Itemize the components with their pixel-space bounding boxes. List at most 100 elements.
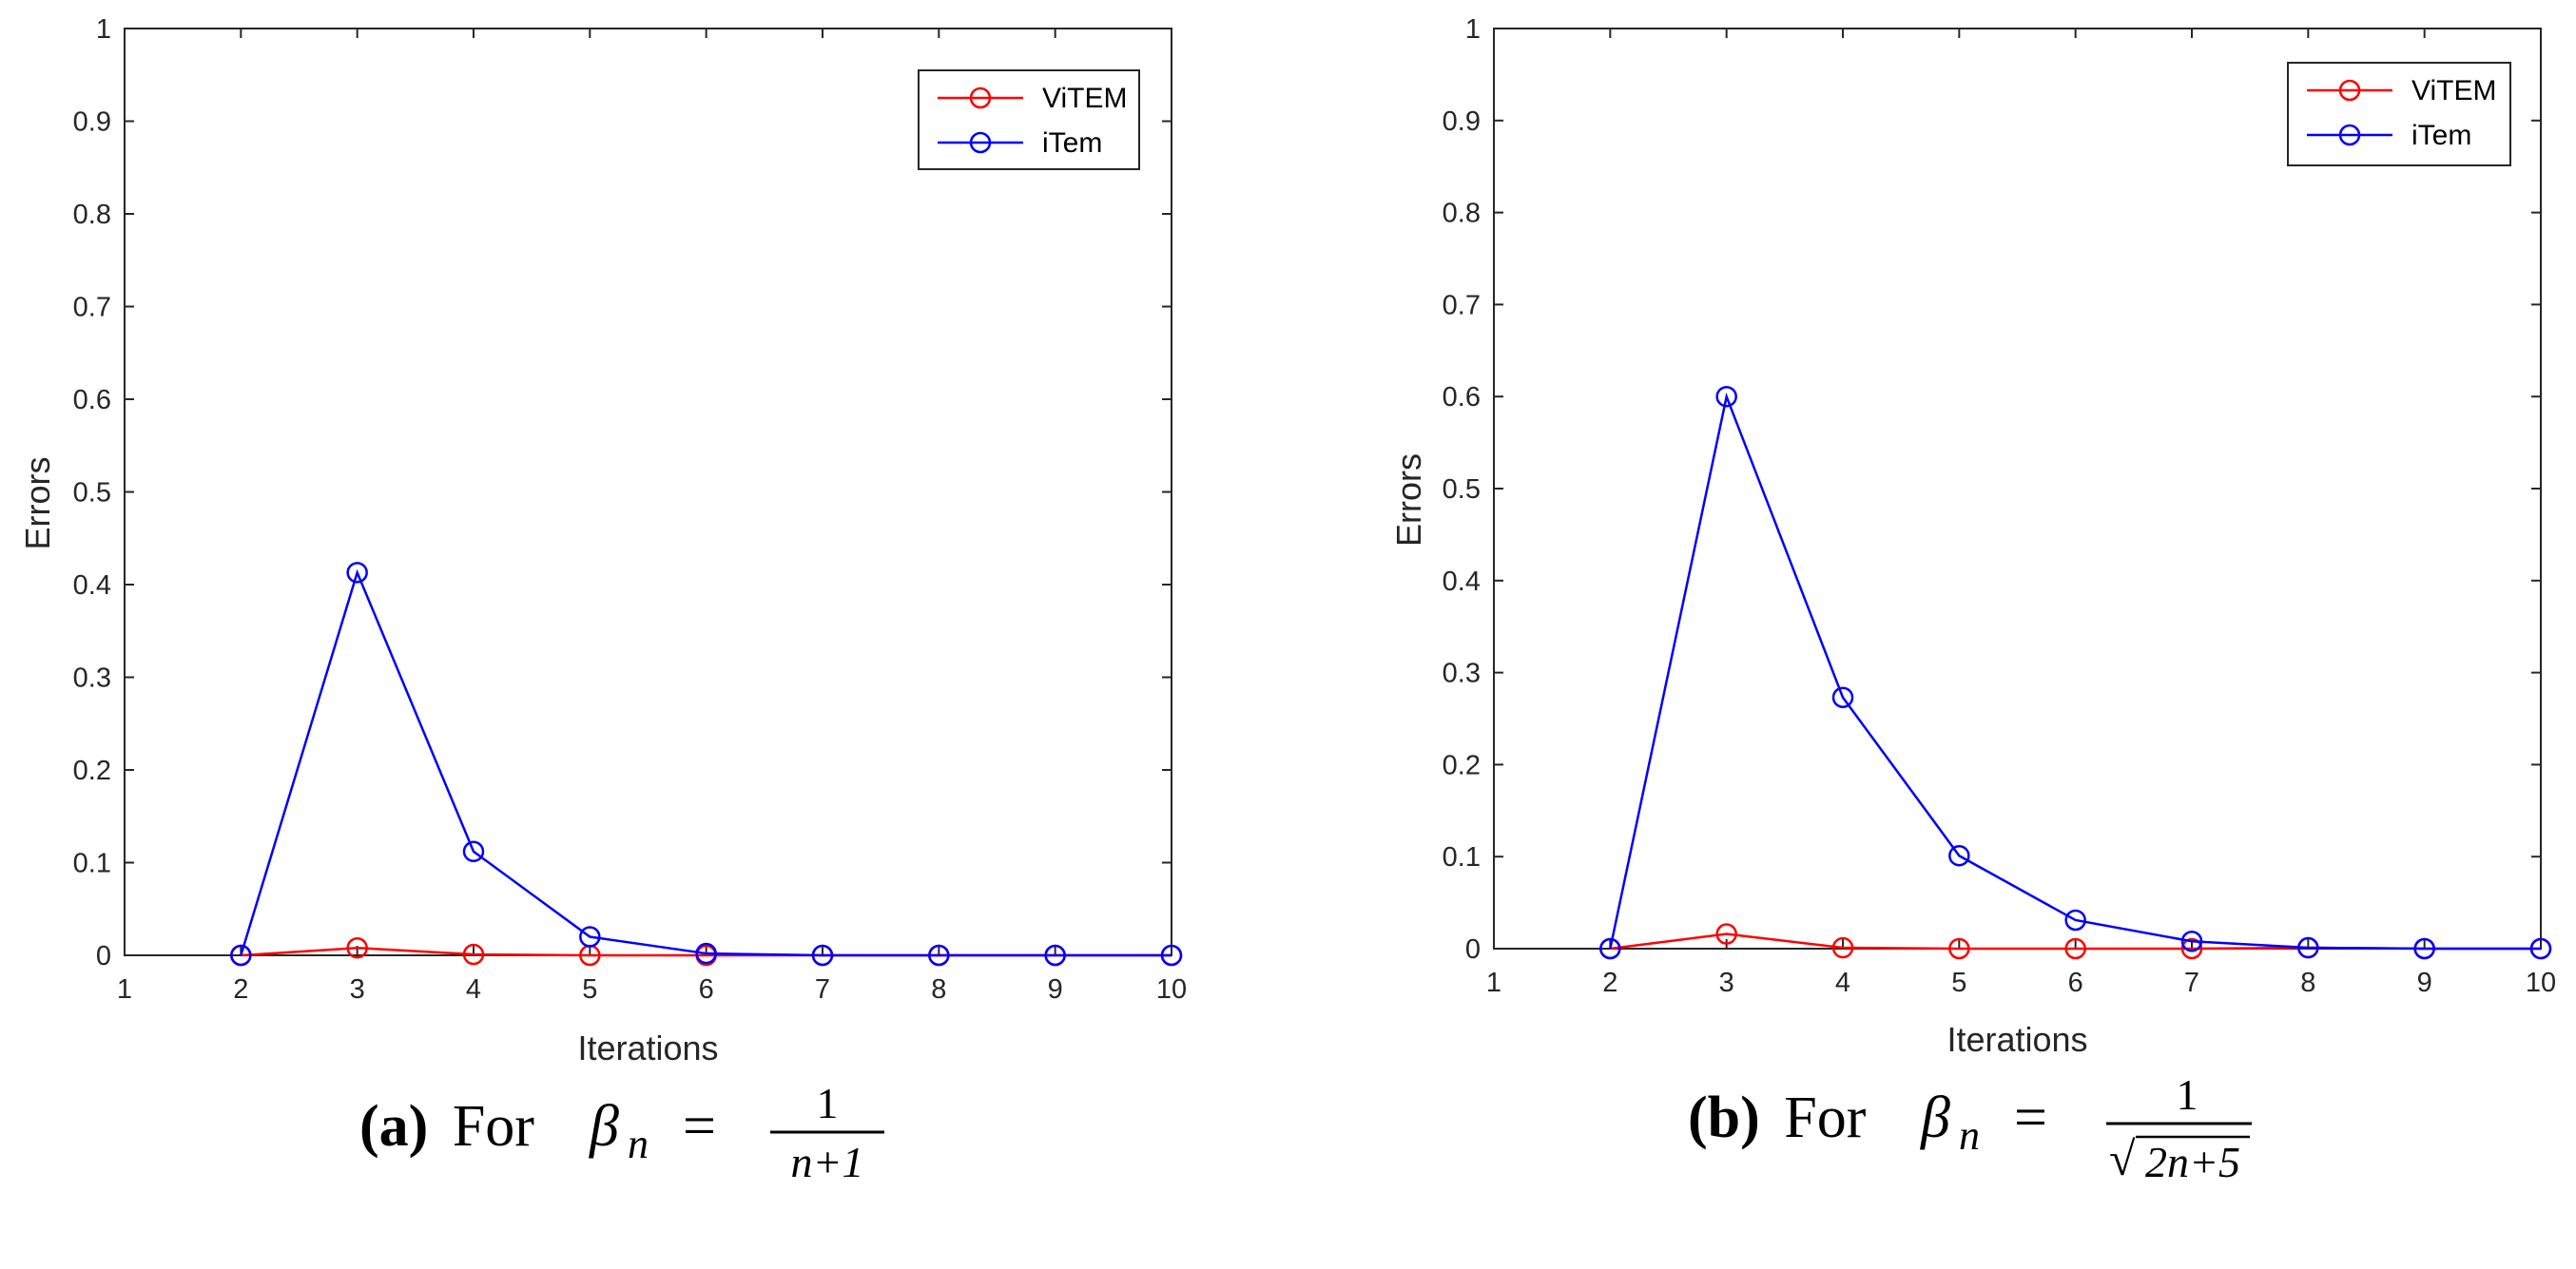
caption-a-subscript: n <box>628 1121 649 1167</box>
legend-label-iTem: iTem <box>2411 120 2471 151</box>
caption-b: (b) For β n = 1 √ 2n+5 <box>1688 1070 2252 1186</box>
x-tick-label: 8 <box>931 974 946 1005</box>
y-tick-label: 0.2 <box>73 756 111 786</box>
series-line-iTem <box>1609 392 2541 951</box>
x-axis-label: Iterations <box>577 1029 718 1067</box>
caption-a-label: (a) For <box>359 1094 534 1159</box>
x-tick-label: 3 <box>350 974 365 1005</box>
caption-a-equals: = <box>683 1094 716 1159</box>
legend-marker-iTem <box>969 131 992 154</box>
x-tick-label: 2 <box>1602 968 1617 998</box>
y-tick-label: 0.8 <box>1443 199 1481 229</box>
x-tick-label: 5 <box>1951 968 1966 998</box>
x-tick-label: 5 <box>582 974 597 1005</box>
caption-b-root-sign: √ <box>2109 1132 2136 1185</box>
y-tick-label: 0 <box>96 941 111 971</box>
y-tick-label: 1 <box>1465 14 1481 45</box>
y-axis-label: Errors <box>18 457 57 550</box>
data-point-ViTEM <box>1948 937 1970 960</box>
caption-a-numerator: 1 <box>817 1079 839 1127</box>
x-tick-label: 8 <box>2300 968 2315 998</box>
data-point-iTem <box>2297 936 2319 959</box>
y-tick-label: 0.5 <box>1443 474 1481 505</box>
data-point-ViTEM <box>2064 937 2086 960</box>
y-tick-label: 0.8 <box>73 200 111 230</box>
x-tick-label: 9 <box>1048 974 1063 1005</box>
data-point-iTem <box>811 944 834 967</box>
caption-b-equals: = <box>2014 1086 2047 1150</box>
x-tick-label: 10 <box>2526 968 2556 998</box>
y-tick-label: 0.7 <box>1443 290 1481 320</box>
data-point-iTem <box>1715 385 1737 408</box>
data-point-iTem <box>1599 937 1621 960</box>
data-point-iTem <box>346 562 368 584</box>
y-tick-label: 0.7 <box>73 293 111 323</box>
y-tick-label: 0.1 <box>73 849 111 879</box>
x-tick-label: 4 <box>1835 968 1850 998</box>
caption-b-denominator: 2n+5 <box>2145 1138 2240 1186</box>
x-tick-label: 6 <box>2068 968 2083 998</box>
caption-b-symbol: β <box>1920 1086 1950 1150</box>
x-tick-label: 1 <box>117 974 132 1005</box>
y-tick-label: 1 <box>96 14 111 45</box>
x-tick-label: 7 <box>2184 968 2199 998</box>
chart-a: 0 0.1 0.2 0.3 0.4 0.5 0.6 0.7 0.8 0.9 1 1 2 3 4 5 6 7 8 9 10… <box>18 14 1187 1067</box>
y-axis-label: Errors <box>1389 453 1428 547</box>
caption-a-denominator: n+1 <box>790 1138 863 1186</box>
data-point-iTem <box>1948 844 1970 867</box>
y-tick-label: 0.4 <box>73 570 111 601</box>
legend-box <box>2287 62 2511 166</box>
data-point-iTem <box>1831 686 1854 708</box>
y-tick-label: 0.5 <box>73 478 111 509</box>
x-axis-label: Iterations <box>1947 1020 2087 1059</box>
legend-box <box>918 69 1140 170</box>
legend-marker-ViTEM <box>969 87 992 109</box>
data-point-iTem <box>928 944 950 967</box>
y-tick-label: 0.6 <box>73 385 111 415</box>
data-point-ViTEM <box>1831 936 1854 959</box>
data-point-iTem <box>462 840 485 863</box>
x-tick-label: 1 <box>1486 968 1501 998</box>
data-point-iTem <box>695 942 717 965</box>
data-point-ViTEM <box>346 936 368 959</box>
legend-label-iTem: iTem <box>1042 127 1102 159</box>
y-tick-label: 0.2 <box>1443 750 1481 780</box>
data-point-iTem <box>2064 909 2086 932</box>
legend-label-ViTEM: ViTEM <box>2411 75 2496 106</box>
x-tick-label: 6 <box>699 974 714 1005</box>
y-tick-label: 0.6 <box>1443 382 1481 413</box>
y-tick-label: 0.9 <box>1443 106 1481 137</box>
y-tick-label: 0.3 <box>1443 659 1481 689</box>
caption-a: (a) For β n = 1 n+1 <box>359 1079 884 1186</box>
y-tick-label: 0.9 <box>73 107 111 138</box>
data-point-iTem <box>579 926 601 948</box>
y-tick-label: 0 <box>1465 934 1481 965</box>
data-point-ViTEM <box>2180 937 2203 960</box>
x-tick-label: 9 <box>2417 968 2432 998</box>
data-point-iTem <box>230 944 252 967</box>
caption-b-label: (b) For <box>1688 1086 1867 1150</box>
legend-marker-iTem <box>2338 124 2361 146</box>
legend-marker-ViTEM <box>2338 79 2361 102</box>
data-point-iTem <box>2529 937 2552 960</box>
series-line-iTem <box>240 568 1172 957</box>
y-tick-label: 0.3 <box>73 663 111 694</box>
x-tick-label: 10 <box>1156 974 1187 1005</box>
data-point-ViTEM <box>462 943 485 966</box>
data-point-iTem <box>1160 944 1183 967</box>
caption-b-subscript: n <box>1959 1112 1980 1159</box>
plot-area <box>124 28 1172 956</box>
y-tick-label: 0.1 <box>1443 842 1481 873</box>
plot-area <box>1493 28 2542 950</box>
data-point-iTem <box>1044 944 1066 967</box>
x-tick-label: 3 <box>1719 968 1734 998</box>
y-tick-label: 0.4 <box>1443 567 1481 597</box>
chart-b: 0 0.1 0.2 0.3 0.4 0.5 0.6 0.7 0.8 0.9 1 1 2 3 4 5 6 7 8 9 10… <box>1389 14 2556 1059</box>
x-tick-label: 7 <box>815 974 830 1005</box>
data-point-ViTEM <box>1715 923 1737 945</box>
x-tick-label: 2 <box>233 974 248 1005</box>
x-tick-label: 4 <box>466 974 481 1005</box>
caption-b-numerator: 1 <box>2177 1070 2198 1119</box>
data-point-iTem <box>2180 931 2203 952</box>
caption-a-symbol: β <box>589 1094 619 1159</box>
